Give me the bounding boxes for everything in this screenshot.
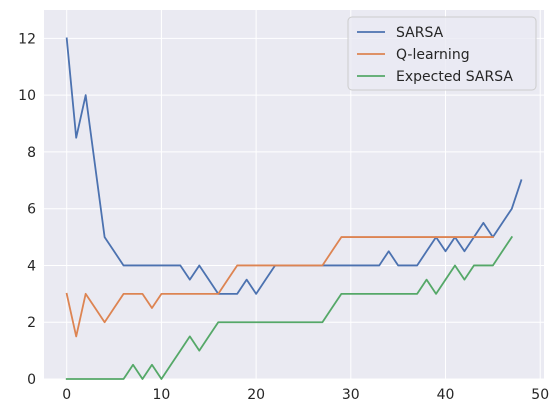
x-tick-label: 20 (247, 387, 265, 403)
legend-label-expected-sarsa: Expected SARSA (396, 69, 513, 85)
x-tick-label: 30 (342, 387, 360, 403)
legend-label-sarsa: SARSA (396, 25, 444, 41)
y-tick-label: 8 (27, 145, 36, 161)
x-axis-ticks: 0 10 20 30 40 50 (62, 387, 549, 403)
x-tick-label: 10 (153, 387, 171, 403)
y-tick-label: 10 (18, 88, 36, 104)
x-tick-label: 40 (437, 387, 455, 403)
y-tick-label: 2 (27, 315, 36, 331)
y-tick-label: 6 (27, 202, 36, 218)
y-axis-ticks: 0 2 4 6 8 10 12 (18, 31, 36, 388)
x-tick-label: 50 (531, 387, 549, 403)
y-tick-label: 0 (27, 372, 36, 388)
y-tick-label: 4 (27, 258, 36, 274)
y-tick-label: 12 (18, 31, 36, 47)
legend-label-q-learning: Q-learning (396, 47, 470, 63)
x-tick-label: 0 (62, 387, 71, 403)
legend: SARSA Q-learning Expected SARSA (348, 17, 536, 90)
